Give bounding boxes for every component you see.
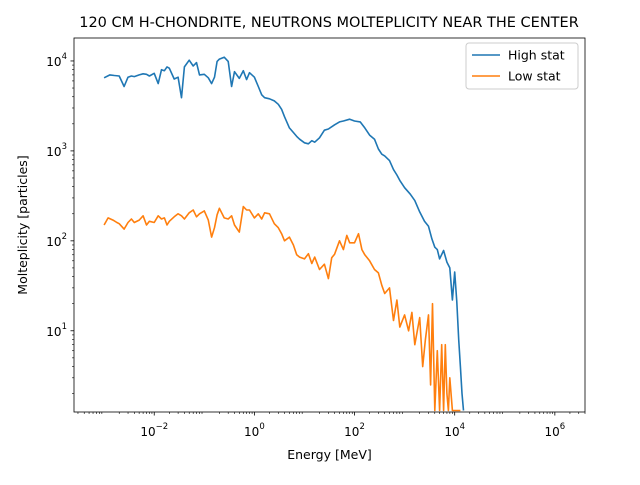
x-tick-label: 102 bbox=[344, 422, 365, 439]
y-tick-label: 101 bbox=[46, 322, 67, 339]
y-axis-label: Molteplicity [particles] bbox=[15, 155, 30, 294]
y-tick-label: 104 bbox=[46, 52, 67, 69]
x-tick-label: 104 bbox=[444, 422, 465, 439]
axes-layer: 10−2 100 102 104 106 101 102 103 104 Energy [MeV]… bbox=[15, 37, 586, 462]
series-line-high-stat bbox=[103, 56, 465, 411]
y-tick-label: 102 bbox=[46, 232, 67, 249]
x-axis-label: Energy [MeV] bbox=[287, 447, 372, 462]
chart-title: 120 CM H-CHONDRITE, NEUTRONS MOLTEPLICIT… bbox=[79, 15, 579, 31]
y-tick-label: 103 bbox=[46, 142, 67, 159]
x-tick-label: 100 bbox=[244, 422, 265, 439]
legend-label: Low stat bbox=[508, 69, 561, 84]
x-tick-label: 106 bbox=[544, 422, 565, 439]
axes-frame bbox=[73, 37, 586, 413]
legend: High stat Low stat bbox=[465, 42, 579, 90]
series-layer bbox=[103, 56, 465, 412]
x-tick-label: 10−2 bbox=[140, 422, 168, 439]
legend-label: High stat bbox=[508, 48, 565, 63]
series-line-low-stat bbox=[103, 205, 461, 412]
